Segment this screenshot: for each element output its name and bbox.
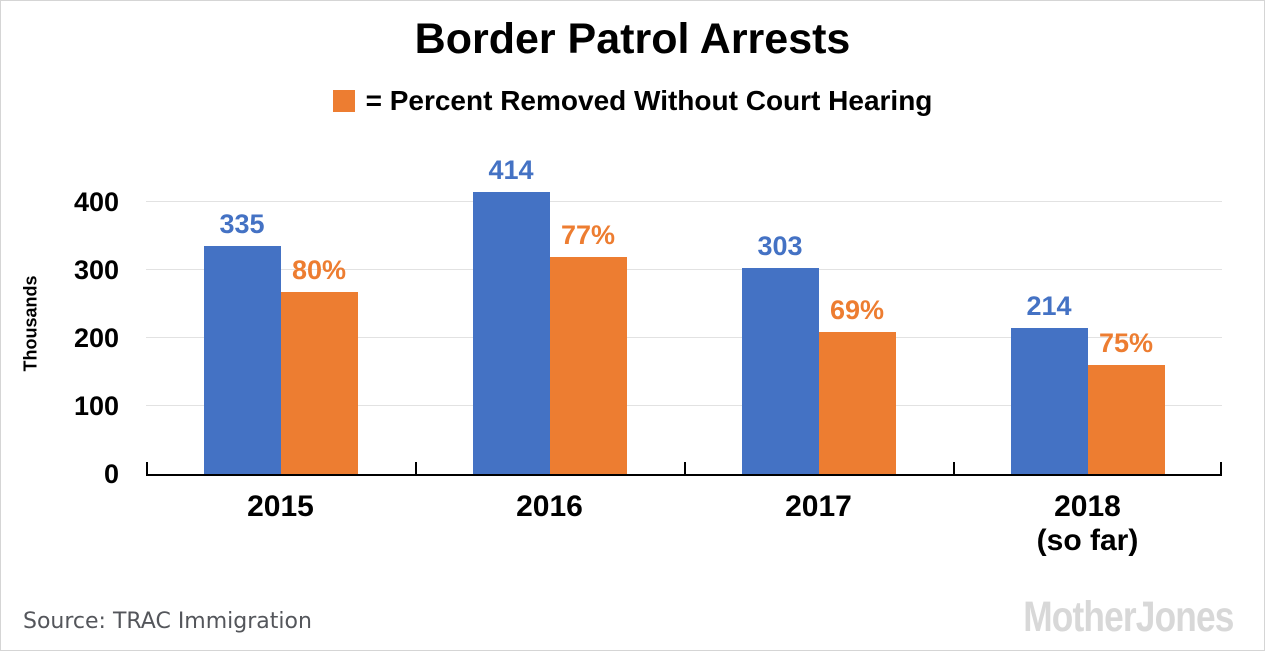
x-category-label-2015: 2015 [146, 490, 415, 524]
legend-label: = Percent Removed Without Court Hearing [365, 85, 933, 116]
gridline-400 [146, 200, 1222, 202]
bar-removed-without-court-hearing-2016 [549, 257, 627, 474]
x-category-label-2017: 2017 [684, 490, 953, 524]
legend-swatch-icon [332, 90, 355, 112]
y-tick-label-200: 200 [73, 322, 119, 353]
bar-value-label-arrests-2015: 335 [219, 209, 265, 240]
x-category-label-line2: (so far) [1036, 524, 1139, 557]
x-axis-tick [146, 462, 148, 474]
bar-value-label-arrests-2016: 414 [488, 155, 534, 186]
bar-arrests-2018 [1010, 328, 1088, 474]
bar-value-label-removed-without-court-hearing-2017: 69% [829, 294, 885, 325]
gridline-300 [146, 268, 1222, 270]
x-category-label-line1: 2016 [516, 490, 583, 523]
bar-removed-without-court-hearing-2015 [280, 291, 358, 474]
bar-arrests-2017 [741, 267, 819, 474]
bar-arrests-2015 [203, 246, 281, 474]
y-tick-label-0: 0 [103, 459, 119, 489]
bar-value-label-removed-without-court-hearing-2018: 75% [1098, 328, 1154, 359]
bar-value-label-arrests-2017: 303 [757, 230, 803, 261]
x-axis-tick [953, 462, 955, 474]
source-note: Source: TRAC Immigration [23, 609, 312, 634]
x-category-label-line1: 2018 [1054, 490, 1121, 523]
bar-removed-without-court-hearing-2017 [818, 331, 896, 474]
chart-title: Border Patrol Arrests [414, 15, 851, 63]
y-tick-label-400: 400 [73, 186, 119, 217]
bar-value-label-removed-without-court-hearing-2015: 80% [291, 254, 347, 285]
y-tick-label-300: 300 [73, 254, 119, 285]
bar-value-label-removed-without-court-hearing-2016: 77% [560, 220, 616, 251]
x-axis-tick [415, 462, 417, 474]
gridline-200 [146, 336, 1222, 338]
bar-removed-without-court-hearing-2018 [1087, 365, 1165, 474]
x-category-label-2018: 2018 (so far) [953, 490, 1222, 558]
x-axis-tick [684, 462, 686, 474]
plot-area: 335 80% 414 77% 303 69% 214 75% [146, 155, 1222, 476]
x-category-label-line1: 2017 [785, 490, 852, 523]
bar-value-label-arrests-2018: 214 [1026, 291, 1072, 322]
x-category-label-line1: 2015 [247, 490, 314, 523]
bar-arrests-2016 [472, 192, 550, 474]
motherjones-logo: MotherJones [1023, 593, 1235, 641]
y-tick-label-100: 100 [73, 390, 119, 421]
gridline-100 [146, 404, 1222, 406]
x-category-label-2016: 2016 [415, 490, 684, 524]
chart-legend: = Percent Removed Without Court Hearing [1, 85, 1264, 117]
x-axis-tick [1220, 462, 1222, 474]
